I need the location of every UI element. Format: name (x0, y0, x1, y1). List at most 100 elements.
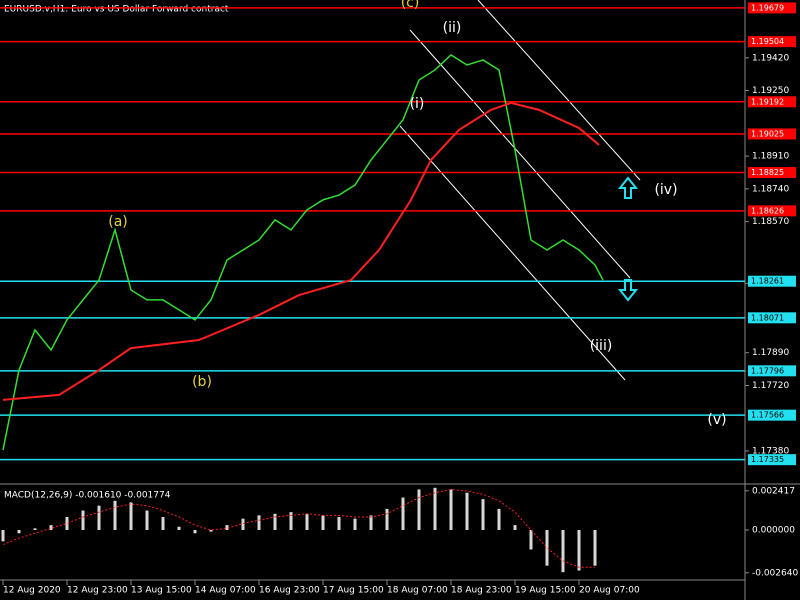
macd-bar (49, 525, 53, 530)
level-label-box (748, 2, 796, 14)
macd-bar (321, 515, 325, 530)
macd-bar (65, 517, 69, 530)
y-tick-label: 1.18740 (752, 184, 789, 194)
level-label: 1.17796 (751, 366, 784, 375)
wave-label: (i) (410, 96, 425, 112)
macd-bar (257, 515, 261, 530)
macd-bar (273, 513, 277, 530)
wave-label: (iii) (590, 338, 613, 354)
wave-label: (b) (192, 374, 212, 390)
wave-label: (ii) (443, 20, 462, 36)
level-label: 1.19192 (751, 97, 784, 106)
x-tick-label: 20 Aug 07:00 (579, 586, 640, 596)
channel-line (477, 0, 641, 181)
level-label-box (748, 96, 796, 108)
level-label: 1.19504 (751, 37, 784, 46)
y-tick-label: 1.17720 (752, 381, 789, 391)
macd-signal (2, 488, 595, 568)
macd-tick-label: 0.002417 (752, 486, 795, 496)
macd-bar (593, 529, 597, 566)
macd-bar (97, 505, 101, 530)
macd-bar (545, 529, 549, 566)
level-label: 1.18626 (751, 206, 784, 215)
x-tick-label: 14 Aug 07:00 (195, 586, 256, 596)
macd-bar (449, 489, 453, 530)
wave-label: (v) (707, 412, 726, 428)
macd-bar (81, 510, 85, 530)
channel-line (399, 125, 626, 381)
level-label-box (748, 409, 796, 421)
level-label-box (748, 365, 796, 377)
x-tick-label: 17 Aug 15:00 (323, 586, 384, 596)
level-label-box (748, 167, 796, 178)
x-tick-label: 12 Aug 23:00 (67, 586, 128, 596)
macd-label: MACD(12,26,9) -0.001610 -0.001774 (4, 491, 171, 501)
macd-bar (369, 515, 373, 530)
level-label-box (748, 36, 796, 48)
level-label: 1.18825 (751, 168, 784, 177)
macd-bar (417, 489, 421, 530)
channel-line (409, 29, 631, 279)
level-label: 1.18261 (751, 277, 784, 286)
x-tick-label: 19 Aug 15:00 (515, 586, 576, 596)
macd-bar (177, 526, 181, 530)
macd-bar (337, 517, 341, 530)
macd-bar (497, 508, 501, 530)
macd-tick-label: -0.002640 (752, 568, 798, 578)
price-line (2, 53, 604, 451)
level-label: 1.17335 (751, 455, 784, 464)
macd-bar (529, 529, 533, 550)
level-label-box (748, 205, 796, 217)
macd-bar (465, 492, 469, 530)
y-tick-label: 1.19420 (752, 53, 789, 63)
macd-bar (305, 513, 309, 530)
macd-bar (481, 499, 485, 530)
level-label-box (748, 128, 796, 140)
macd-bar (241, 518, 245, 530)
x-tick-label: 12 Aug 2020 (3, 586, 61, 596)
level-label: 1.18071 (751, 313, 784, 322)
level-label-box (748, 454, 796, 466)
y-tick-label: 1.19250 (752, 86, 789, 96)
macd-tick-label: 0.000000 (752, 525, 795, 535)
level-label-box (748, 312, 796, 324)
wave-label: (iv) (654, 182, 677, 198)
macd-bar (401, 497, 405, 530)
y-tick-label: 1.18570 (752, 217, 789, 227)
macd-bar (513, 525, 517, 530)
x-tick-label: 13 Aug 15:00 (131, 586, 192, 596)
macd-bar (129, 502, 133, 530)
y-tick-label: 1.17890 (752, 348, 789, 358)
macd-bar (577, 529, 581, 571)
wave-label: (a) (108, 214, 128, 230)
macd-bar (145, 510, 149, 530)
level-label: 1.19025 (751, 129, 784, 138)
level-label: 1.19679 (751, 3, 784, 12)
macd-bar (1, 529, 5, 542)
macd-bar (17, 529, 21, 534)
y-tick-label: 1.18910 (752, 152, 789, 162)
macd-bar (385, 508, 389, 530)
moving-average (2, 101, 600, 401)
macd-bar (33, 528, 37, 530)
macd-bar (161, 517, 165, 530)
macd-bar (209, 529, 213, 532)
level-label-box (748, 275, 796, 287)
x-tick-label: 18 Aug 07:00 (387, 586, 448, 596)
macd-bar (561, 529, 565, 573)
macd-bar (433, 487, 437, 530)
x-tick-label: 18 Aug 23:00 (451, 586, 512, 596)
macd-bar (225, 525, 229, 530)
macd-bar (193, 529, 197, 534)
chart-title: EURUSD.v,H1: Euro vs US Dollar Forward c… (4, 5, 229, 15)
y-tick-label: 1.17380 (752, 447, 789, 457)
macd-bar (353, 518, 357, 530)
up-arrow (617, 176, 639, 199)
level-label: 1.17566 (751, 411, 784, 420)
macd-bar (113, 500, 117, 530)
down-arrow (617, 279, 639, 302)
x-tick-label: 16 Aug 23:00 (259, 586, 320, 596)
macd-bar (289, 512, 293, 530)
